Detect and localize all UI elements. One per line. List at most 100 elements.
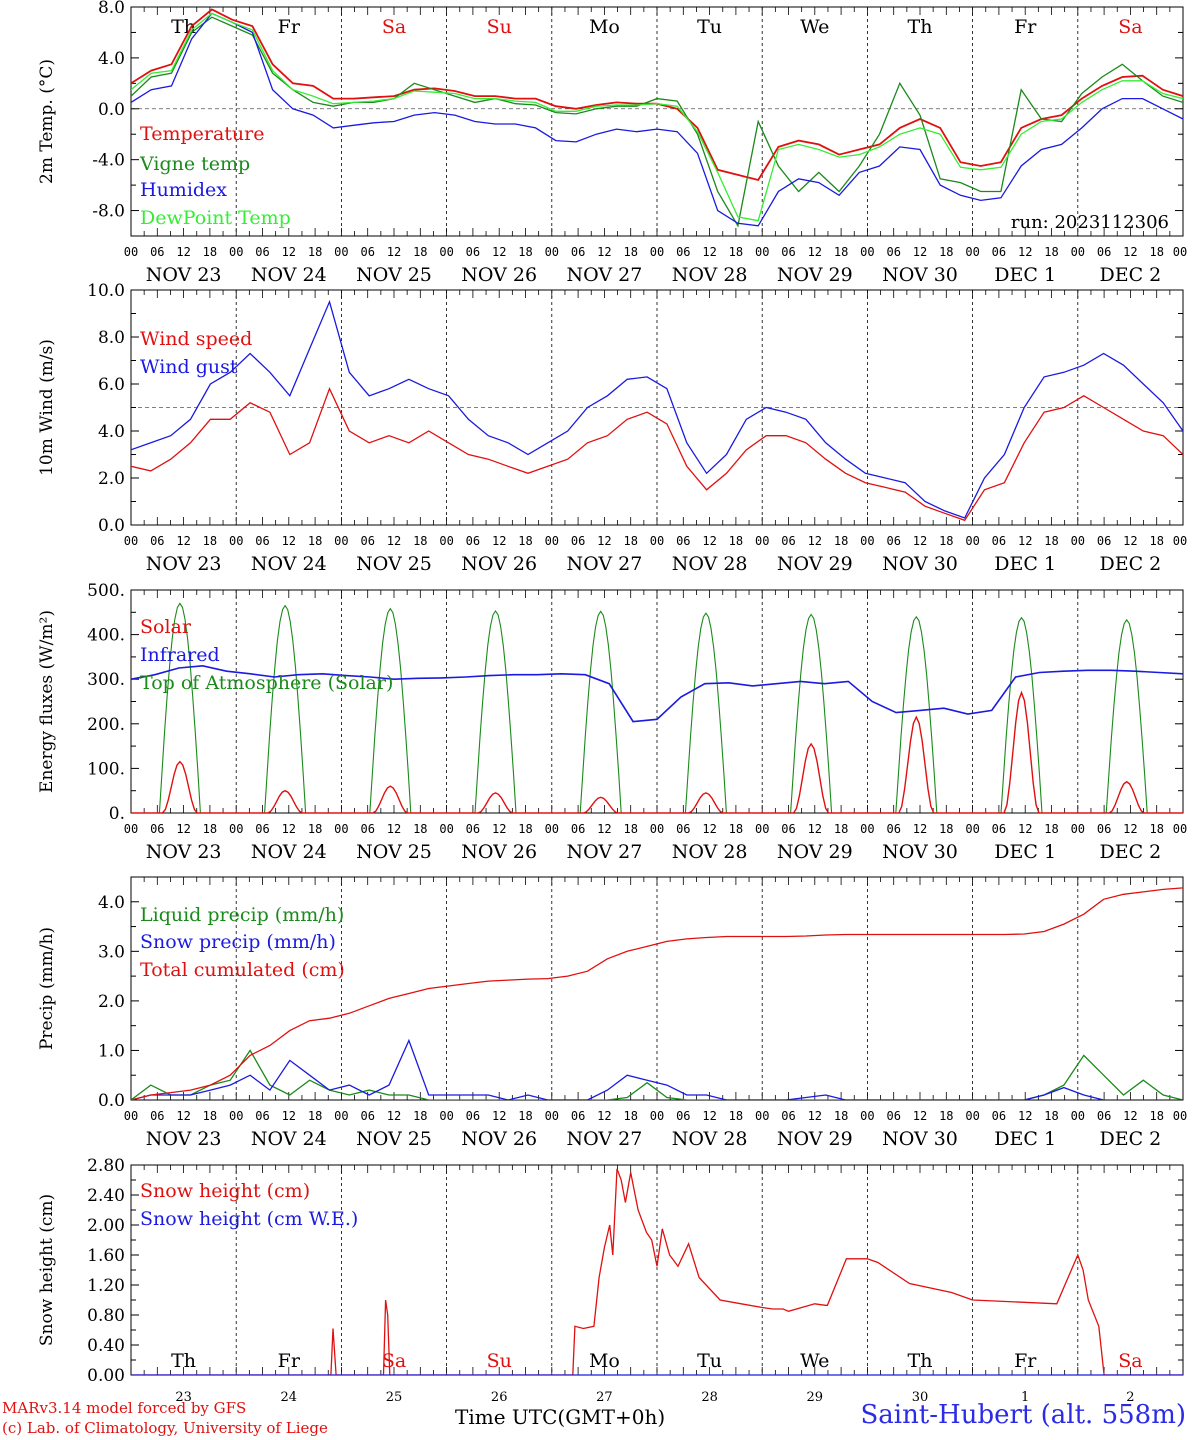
hour-tick-label: 06 — [150, 822, 164, 836]
y-tick-label: 10.0 — [87, 281, 125, 301]
hour-tick-label: 00 — [755, 534, 769, 548]
day-label: NOV 26 — [461, 841, 537, 863]
hour-tick-label: 06 — [571, 245, 585, 259]
hour-tick-label: 18 — [518, 1109, 532, 1123]
day-label: DEC 1 — [994, 264, 1056, 286]
hour-tick-label: 12 — [913, 534, 927, 548]
y-tick-label: 0.0 — [98, 516, 125, 536]
weekday-label: Sa — [1118, 16, 1142, 38]
day-number-label: 25 — [386, 1390, 403, 1405]
hour-tick-label: 12 — [492, 1109, 506, 1123]
day-label: NOV 25 — [356, 1128, 432, 1150]
hour-tick-label: 18 — [203, 534, 217, 548]
hour-tick-label: 00 — [1173, 245, 1187, 259]
hour-tick-label: 00 — [545, 822, 559, 836]
y-axis-label: Snow height (cm) — [37, 1194, 57, 1346]
hour-tick-label: 18 — [413, 1109, 427, 1123]
weekday-label: Mo — [589, 16, 620, 38]
infrared-line — [131, 664, 1183, 723]
day-label: NOV 29 — [777, 1128, 853, 1150]
hour-tick-label: 00 — [1173, 1109, 1187, 1123]
weekday-label: We — [800, 16, 829, 38]
weekday-label: Fr — [278, 1350, 301, 1372]
day-label: NOV 27 — [566, 553, 642, 575]
legend-entry: Infrared — [140, 644, 220, 666]
day-label: NOV 23 — [146, 1128, 222, 1150]
day-number-label: 28 — [701, 1390, 718, 1405]
weekday-label: Th — [908, 1350, 933, 1372]
hour-tick-label: 18 — [729, 245, 743, 259]
day-label: NOV 30 — [882, 841, 958, 863]
hour-tick-label: 18 — [1044, 1109, 1058, 1123]
y-tick-label: 4.0 — [98, 893, 125, 913]
hour-tick-label: 18 — [518, 245, 532, 259]
hour-tick-label: 12 — [913, 822, 927, 836]
hour-tick-label: 06 — [255, 245, 269, 259]
hour-tick-label: 06 — [1097, 822, 1111, 836]
hour-tick-label: 06 — [360, 245, 374, 259]
y-tick-label: 6.0 — [98, 375, 125, 395]
hour-tick-label: 12 — [387, 1109, 401, 1123]
hour-tick-label: 00 — [124, 822, 138, 836]
day-label: NOV 30 — [882, 264, 958, 286]
y-tick-label: 2.0 — [98, 469, 125, 489]
hour-tick-label: 00 — [545, 1109, 559, 1123]
hour-tick-label: 12 — [808, 245, 822, 259]
hour-tick-label: 06 — [466, 1109, 480, 1123]
hour-tick-label: 18 — [623, 245, 637, 259]
hour-tick-label: 12 — [282, 534, 296, 548]
legend-entry: Solar — [140, 616, 192, 638]
y-tick-label: 2.40 — [87, 1186, 125, 1206]
hour-tick-label: 18 — [939, 534, 953, 548]
hour-tick-label: 12 — [702, 245, 716, 259]
humidex-line — [131, 12, 1183, 227]
hour-tick-label: 00 — [1071, 1109, 1085, 1123]
hour-tick-label: 06 — [676, 534, 690, 548]
hour-tick-label: 18 — [413, 822, 427, 836]
y-tick-label: 0.0 — [98, 100, 125, 120]
hour-tick-label: 18 — [623, 1109, 637, 1123]
hour-tick-label: 12 — [387, 822, 401, 836]
hour-tick-label: 12 — [1123, 245, 1137, 259]
hour-tick-label: 06 — [781, 245, 795, 259]
hour-tick-label: 18 — [623, 822, 637, 836]
hour-tick-label: 06 — [255, 822, 269, 836]
hour-tick-label: 18 — [623, 534, 637, 548]
hour-tick-label: 00 — [965, 822, 979, 836]
hour-tick-label: 12 — [282, 1109, 296, 1123]
y-tick-label: 0. — [109, 804, 125, 824]
hour-tick-label: 00 — [124, 245, 138, 259]
hour-tick-label: 00 — [439, 534, 453, 548]
day-number-label: 26 — [491, 1390, 508, 1405]
y-tick-label: 500. — [87, 581, 125, 601]
weekday-label: Tu — [697, 1350, 722, 1372]
hour-tick-label: 06 — [150, 534, 164, 548]
hour-tick-label: 00 — [124, 534, 138, 548]
hour-tick-label: 12 — [913, 245, 927, 259]
hour-tick-label: 00 — [1071, 534, 1085, 548]
day-label: NOV 29 — [777, 841, 853, 863]
hour-tick-label: 12 — [597, 1109, 611, 1123]
hour-tick-label: 18 — [939, 1109, 953, 1123]
hour-tick-label: 18 — [729, 822, 743, 836]
y-axis-label: 10m Wind (m/s) — [37, 339, 57, 476]
hour-tick-label: 06 — [992, 534, 1006, 548]
hour-tick-label: 12 — [282, 822, 296, 836]
hour-tick-label: 18 — [308, 534, 322, 548]
hour-tick-label: 12 — [702, 1109, 716, 1123]
hour-tick-label: 18 — [1044, 245, 1058, 259]
y-axis-label: Precip (mm/h) — [37, 927, 57, 1050]
hour-tick-label: 18 — [939, 822, 953, 836]
toa-solar-line — [131, 602, 1183, 813]
weekday-label: Th — [171, 16, 196, 38]
legend-entry: Total cumulated (cm) — [140, 959, 345, 981]
hour-tick-label: 18 — [308, 822, 322, 836]
hour-tick-label: 00 — [439, 1109, 453, 1123]
hour-tick-label: 06 — [255, 1109, 269, 1123]
day-label: NOV 24 — [251, 1128, 327, 1150]
weekday-label: Tu — [697, 16, 722, 38]
day-label: NOV 28 — [672, 1128, 748, 1150]
legend-entry: Wind speed — [140, 328, 252, 350]
hour-tick-label: 12 — [1018, 245, 1032, 259]
